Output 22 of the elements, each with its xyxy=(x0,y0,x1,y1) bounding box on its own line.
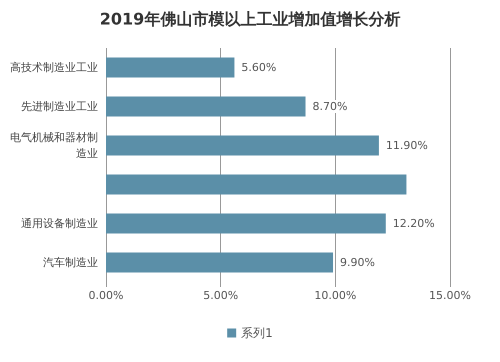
data-label: 12.20% xyxy=(392,217,435,230)
y-tick-label: 先进制造业工业 xyxy=(21,100,98,113)
data-label: 9.90% xyxy=(340,256,375,269)
x-tick-label: 10.00% xyxy=(314,289,356,302)
x-tick-label: 15.00% xyxy=(429,289,471,302)
x-tick-label: 0.00% xyxy=(88,289,124,302)
bar xyxy=(106,58,234,78)
data-label: 8.70% xyxy=(312,100,348,113)
y-tick-label: 高技术制造业工业 xyxy=(10,61,98,74)
y-tick-label: 通用设备制造业 xyxy=(21,217,98,230)
chart-title: 2019年佛山市模以上工业增加值增长分析 xyxy=(100,10,400,28)
x-tick-label: 5.00% xyxy=(203,289,238,302)
data-label: 11.90% xyxy=(386,139,428,152)
bar xyxy=(106,136,379,156)
bar xyxy=(106,174,406,194)
y-tick-label: 汽车制造业 xyxy=(43,256,98,269)
y-tick-label: 电气机械和器材制造业 xyxy=(10,131,98,160)
data-label: 5.60% xyxy=(241,61,276,74)
bar xyxy=(106,214,386,234)
bar xyxy=(106,252,334,272)
legend-label: 系列1 xyxy=(241,326,273,340)
bar xyxy=(106,96,306,116)
